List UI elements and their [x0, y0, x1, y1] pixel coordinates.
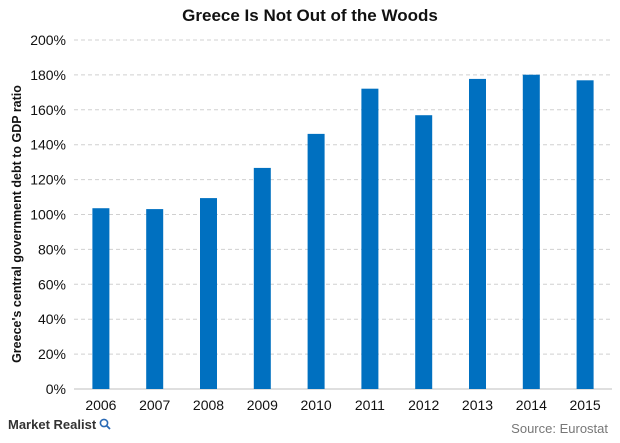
y-tick-label: 200% — [30, 32, 66, 48]
bar-2015 — [576, 80, 594, 389]
y-tick-label: 20% — [38, 346, 66, 362]
magnifier-icon — [99, 418, 111, 430]
y-tick-labels: 0% 20% 40% 60% 80% 100% 120% 140% 160% 180% 200% — [30, 32, 66, 397]
y-tick-label: 140% — [30, 137, 66, 153]
y-tick-label: 120% — [30, 172, 66, 188]
x-tick-label: 2011 — [355, 397, 385, 413]
y-tick-label: 100% — [30, 207, 66, 223]
bar-2014 — [522, 74, 540, 390]
bars — [92, 74, 594, 390]
x-tick-labels: 2006 2007 2008 2009 2010 2011 2012 2013 2014 2015 — [85, 397, 601, 413]
bar-2007 — [146, 209, 164, 389]
y-tick-label: 80% — [38, 241, 66, 257]
bar-2010 — [307, 133, 325, 389]
brand-logo: Market Realist — [8, 417, 111, 432]
x-tick-label: 2007 — [139, 397, 170, 413]
x-tick-label: 2006 — [85, 397, 116, 413]
source-note: Source: Eurostat — [511, 421, 608, 436]
bar-2009 — [253, 167, 271, 389]
chart-title: Greece Is Not Out of the Woods — [182, 6, 438, 25]
bar-2012 — [415, 115, 433, 389]
x-tick-label: 2008 — [193, 397, 224, 413]
x-tick-label: 2012 — [408, 397, 439, 413]
bar-2006 — [92, 208, 110, 389]
gridlines — [74, 39, 612, 390]
y-tick-label: 160% — [30, 102, 66, 118]
bar-2008 — [200, 198, 217, 389]
x-tick-label: 2014 — [516, 397, 547, 413]
y-tick-label: 180% — [30, 67, 66, 83]
x-tick-label: 2015 — [570, 397, 601, 413]
x-tick-label: 2010 — [301, 397, 332, 413]
y-tick-label: 0% — [46, 381, 66, 397]
bar-2013 — [469, 78, 486, 389]
y-tick-label: 40% — [38, 311, 66, 327]
y-tick-label: 60% — [38, 276, 66, 292]
x-tick-label: 2009 — [247, 397, 278, 413]
bar-2011 — [361, 88, 379, 390]
x-tick-label: 2013 — [462, 397, 493, 413]
brand-name: Market Realist — [8, 417, 97, 432]
